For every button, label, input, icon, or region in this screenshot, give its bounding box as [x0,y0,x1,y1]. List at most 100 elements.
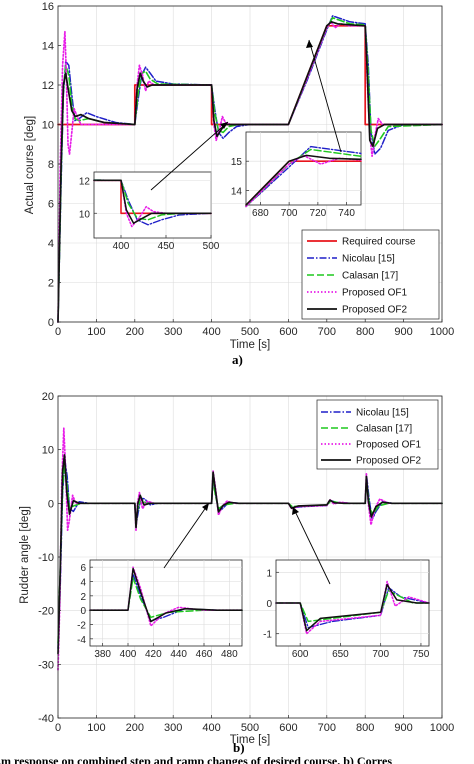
b-x-tick-label: 700 [318,722,336,734]
b-inset1-x-tick-label: 380 [94,649,111,660]
ticks-b: 0 100 200 300 400 500 600 700 800 900 1000-40-30-2… [38,391,454,734]
b-inset1-y-tick-label: 4 [80,578,86,589]
chart-panel-a: 0 100 200 300 400 500 600 700 800 900 1000 0 2 4 6 8 10 1… [24,1,454,351]
a-y-tick-label: 12 [42,80,54,92]
legend-label: Proposed OF1 [356,440,421,451]
a-x-tick-label: 0 [55,326,61,338]
a-y-tick-label: 10 [42,120,54,132]
x-axis-label-a: Time [s] [230,339,270,351]
a-x-tick-label: 800 [356,326,374,338]
chart-panel-b: 0 100 200 300 400 500 600 700 800 900 1000-40-30-2… [19,391,454,746]
a-series-proposed-of2 [57,20,443,323]
a-inset2-series-proposed-of2 [245,154,362,206]
legend-label: Nicolau [15] [356,408,409,419]
b-y-tick-label: 0 [48,498,54,510]
ticks-a: 0 100 200 300 400 500 600 700 800 900 1000 0 2 4 6 8 10 1… [42,1,454,338]
a-y-tick-label: 2 [48,278,54,290]
b-inset1-x-tick-label: 440 [170,649,187,660]
a-inset2-y-tick-label: 15 [231,157,243,168]
inset-b1-plot: 380 400 420 440 460 480 -4 -2 0 2 4 6 [77,560,243,660]
b-inset2-x-tick-label: 700 [372,649,389,660]
inset-b2-plot: 600 650 700 750 -1 0 1 [263,560,430,660]
caption-text: ...m response on combined step and ramp … [0,754,392,764]
a-x-tick-label: 400 [202,326,220,338]
inset-a2: 680 700 720 740 14 15 [231,131,362,219]
a-y-tick-label: 14 [42,41,54,53]
b-inset2-x-tick-label: 650 [332,649,349,660]
a-inset2-x-tick-label: 680 [252,208,269,219]
b-inset1-y-tick-label: 0 [80,606,86,617]
b-y-tick-label: -20 [38,606,54,618]
b-inset2-y-tick-label: 0 [266,599,272,610]
b-inset2-series-proposed-of2 [275,583,430,632]
y-axis-label-a: Actual course [deg] [24,116,36,214]
b-inset1-x-tick-label: 400 [120,649,137,660]
legend-label: Calasan [17] [356,424,412,435]
b-inset1-y-tick-label: -4 [77,635,86,646]
b-series-proposed-of2 [57,454,443,655]
x-axis-label-b: Time [s] [230,734,270,746]
b-inset1-y-tick-label: 2 [80,592,86,603]
series-group-a [57,15,443,323]
b-x-tick-label: 500 [241,722,259,734]
b-x-tick-label: 600 [279,722,297,734]
legend-label: Calasan [17] [342,271,398,282]
a-y-tick-label: 6 [48,199,54,211]
a-x-tick-label: 900 [394,326,412,338]
b-y-tick-label: -30 [38,659,54,671]
b-x-tick-label: 100 [87,722,105,734]
y-axis-label-b: Rudder angle [deg] [19,506,31,604]
b-x-tick-label: 1000 [430,722,454,734]
b-x-tick-label: 0 [55,722,61,734]
b-y-tick-label: -40 [38,713,54,725]
a-inset1-series-proposed-of2 [93,179,212,224]
b-y-tick-label: 20 [42,391,54,403]
b-y-tick-label: 10 [42,445,54,457]
a-inset2-x-tick-label: 720 [310,208,327,219]
a-y-tick-label: 8 [48,159,54,171]
a-x-tick-label: 700 [318,326,336,338]
a-x-tick-label: 1000 [430,326,454,338]
a-inset1-y-tick-label: 10 [79,209,91,220]
b-x-tick-label: 200 [126,722,144,734]
b-inset2-x-tick-label: 750 [413,649,430,660]
legend-label: Proposed OF1 [342,288,407,299]
legend-label: Nicolau [15] [342,254,395,265]
b-x-tick-label: 900 [394,722,412,734]
a-inset2-y-tick-label: 14 [231,186,243,197]
inset-a1-plot: 400 450 500 10 12 [79,172,220,252]
b-x-tick-label: 400 [202,722,220,734]
zoom-arrow-b2 [292,506,331,585]
b-inset1-y-tick-label: 6 [80,563,86,574]
a-inset2-x-tick-label: 700 [281,208,298,219]
a-inset1-x-tick-label: 450 [158,241,175,252]
b-inset2-y-tick-label: -1 [263,630,272,641]
legend-label: Proposed OF2 [342,305,407,316]
a-inset1-x-tick-label: 500 [203,241,220,252]
zoom-arrow-a1 [150,121,229,191]
legend-b: Nicolau [15] Calasan [17] Proposed OF1 Prop… [316,399,439,470]
a-inset1-y-tick-label: 12 [79,176,91,187]
caption-b: b) [233,740,245,755]
caption-a: a) [232,352,243,367]
a-x-tick-label: 600 [279,326,297,338]
inset-a2-plot: 680 700 720 740 14 15 [231,132,362,219]
b-inset1-x-tick-label: 480 [221,649,238,660]
a-inset1-x-tick-label: 400 [113,241,130,252]
legend-label: Proposed OF2 [356,456,421,467]
a-x-tick-label: 300 [164,326,182,338]
b-x-tick-label: 300 [164,722,182,734]
inset-a1: 400 450 500 10 12 [79,171,220,252]
b-inset2-y-tick-label: 1 [266,568,272,579]
b-x-tick-label: 800 [356,722,374,734]
a-inset2-x-tick-label: 740 [338,208,355,219]
a-y-tick-label: 16 [42,1,54,13]
a-y-tick-label: 4 [48,238,54,250]
series-group-b [57,427,443,671]
inset-b2: 600 650 700 750 -1 0 1 [263,559,430,660]
legend-label: Required course [342,237,416,248]
b-inset2-x-tick-label: 600 [292,649,309,660]
zoom-arrow-a2 [306,39,342,153]
a-x-tick-label: 100 [87,326,105,338]
